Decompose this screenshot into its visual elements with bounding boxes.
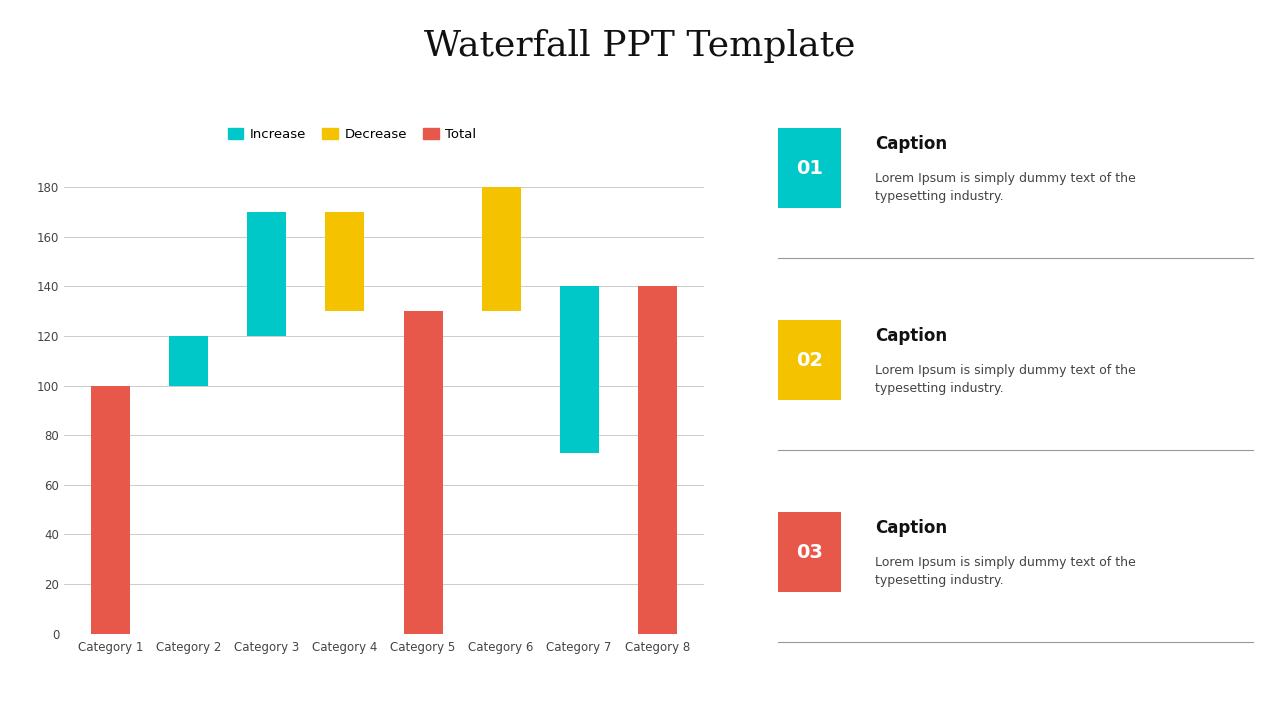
Bar: [325, 212, 365, 311]
FancyBboxPatch shape: [778, 512, 841, 593]
Bar: [403, 311, 443, 634]
Bar: [481, 170, 521, 311]
Bar: [247, 212, 287, 336]
Bar: [559, 287, 599, 453]
Bar: [169, 336, 209, 386]
Bar: [637, 287, 677, 634]
FancyBboxPatch shape: [778, 127, 841, 208]
Text: Caption: Caption: [876, 520, 947, 538]
Bar: [91, 386, 131, 634]
Text: 03: 03: [796, 542, 823, 562]
Text: Lorem Ipsum is simply dummy text of the
typesetting industry.: Lorem Ipsum is simply dummy text of the …: [876, 364, 1135, 395]
Text: Lorem Ipsum is simply dummy text of the
typesetting industry.: Lorem Ipsum is simply dummy text of the …: [876, 556, 1135, 587]
Text: Caption: Caption: [876, 328, 947, 346]
Text: Caption: Caption: [876, 135, 947, 153]
Text: Lorem Ipsum is simply dummy text of the
typesetting industry.: Lorem Ipsum is simply dummy text of the …: [876, 172, 1135, 203]
Text: 02: 02: [796, 351, 823, 369]
Text: Waterfall PPT Template: Waterfall PPT Template: [424, 29, 856, 63]
Text: 01: 01: [796, 158, 823, 178]
FancyBboxPatch shape: [778, 320, 841, 400]
Legend: Increase, Decrease, Total: Increase, Decrease, Total: [223, 122, 481, 146]
